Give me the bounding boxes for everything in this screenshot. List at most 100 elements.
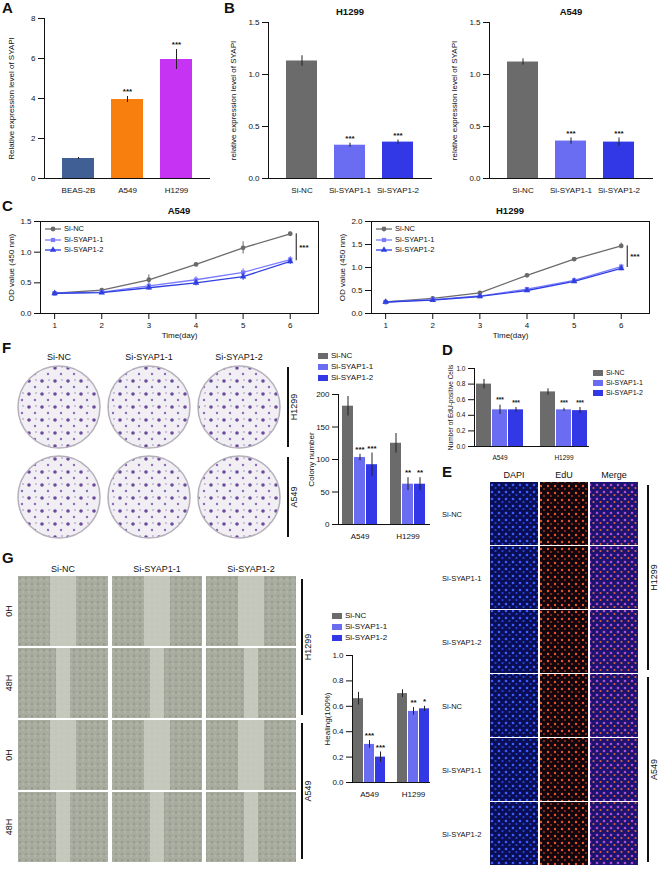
svg-text:5: 5 [241, 321, 246, 330]
svg-text:Si-NC: Si-NC [51, 564, 75, 574]
svg-text:0.2: 0.2 [456, 427, 465, 434]
svg-text:***: *** [393, 131, 403, 140]
svg-text:0.0: 0.0 [248, 174, 260, 183]
svg-text:100: 100 [316, 455, 330, 464]
svg-text:Si-SYAP1-1: Si-SYAP1-1 [442, 766, 481, 775]
svg-text:8: 8 [31, 14, 36, 23]
svg-text:1.0: 1.0 [469, 70, 481, 79]
svg-text:BEAS-2B: BEAS-2B [62, 186, 96, 195]
svg-text:2: 2 [431, 321, 436, 330]
svg-text:2.0: 2.0 [351, 217, 363, 226]
svg-text:Time(day): Time(day) [162, 331, 198, 340]
svg-text:1.0: 1.0 [248, 70, 260, 79]
svg-text:Colony number: Colony number [307, 432, 316, 487]
svg-text:2: 2 [31, 134, 36, 143]
svg-text:1.5: 1.5 [20, 217, 32, 226]
svg-text:3: 3 [147, 321, 152, 330]
svg-text:1.5: 1.5 [351, 240, 363, 249]
svg-text:Si-SYAP1-2: Si-SYAP1-2 [227, 564, 274, 574]
svg-text:0H: 0H [4, 749, 14, 761]
svg-text:Time(day): Time(day) [493, 331, 529, 340]
svg-text:A549: A549 [289, 486, 299, 507]
svg-text:***: *** [512, 399, 520, 406]
svg-text:Si-SYAP1-2: Si-SYAP1-2 [598, 186, 641, 195]
svg-text:***: *** [576, 399, 584, 406]
svg-text:1: 1 [52, 321, 57, 330]
svg-text:200: 200 [316, 390, 330, 399]
svg-text:A549: A549 [649, 759, 659, 780]
svg-text:0.4: 0.4 [332, 727, 344, 736]
svg-text:Si-NC: Si-NC [442, 702, 463, 711]
svg-text:0.0: 0.0 [20, 309, 32, 318]
svg-text:**: ** [405, 468, 412, 477]
svg-text:Relative expression level of S: Relative expression level of SYAPI [7, 37, 16, 160]
svg-text:**: ** [410, 698, 417, 707]
svg-text:3: 3 [478, 321, 483, 330]
svg-text:0.0: 0.0 [332, 778, 344, 787]
svg-text:5: 5 [572, 321, 577, 330]
svg-text:***: *** [123, 87, 133, 96]
svg-text:0.5: 0.5 [469, 122, 481, 131]
svg-text:***: *** [566, 129, 576, 138]
svg-text:4: 4 [194, 321, 199, 330]
svg-text:***: *** [614, 129, 624, 138]
svg-text:OD value (450 nm): OD value (450 nm) [338, 233, 347, 301]
svg-text:6: 6 [619, 321, 624, 330]
svg-text:0.2: 0.2 [332, 753, 344, 762]
svg-text:1.0: 1.0 [456, 365, 465, 372]
svg-text:48H: 48H [4, 819, 14, 836]
svg-text:H1299: H1299 [303, 634, 313, 661]
svg-text:OD value (450 nm): OD value (450 nm) [7, 233, 16, 301]
svg-text:Healing(100%): Healing(100%) [323, 692, 332, 745]
svg-text:***: *** [560, 399, 568, 406]
svg-text:***: *** [355, 445, 365, 454]
svg-text:0H: 0H [4, 605, 14, 617]
svg-text:1.5: 1.5 [469, 18, 481, 27]
svg-text:6: 6 [31, 54, 36, 63]
svg-text:0.0: 0.0 [456, 443, 465, 450]
svg-text:1: 1 [383, 321, 388, 330]
svg-text:A549: A549 [351, 532, 370, 541]
svg-text:Si-NC: Si-NC [47, 352, 71, 362]
svg-text:H1299: H1299 [289, 394, 299, 421]
svg-text:H1299: H1299 [402, 790, 426, 799]
svg-text:Si-SYAP1-2: Si-SYAP1-2 [442, 638, 481, 647]
svg-text:1.0: 1.0 [20, 248, 32, 257]
svg-text:***: *** [367, 444, 377, 453]
svg-text:1.5: 1.5 [248, 18, 260, 27]
svg-text:0.4: 0.4 [456, 411, 465, 418]
svg-text:0.8: 0.8 [456, 380, 465, 387]
svg-text:A549: A549 [492, 454, 508, 461]
svg-text:***: *** [630, 252, 640, 261]
svg-text:1.0: 1.0 [351, 263, 363, 272]
svg-text:*: * [423, 697, 427, 706]
svg-text:0.5: 0.5 [248, 122, 260, 131]
svg-text:6: 6 [288, 321, 293, 330]
svg-text:A549: A549 [303, 780, 313, 801]
svg-text:**: ** [417, 468, 424, 477]
svg-text:Merge: Merge [601, 470, 627, 480]
svg-text:48H: 48H [4, 675, 14, 692]
svg-text:0: 0 [325, 520, 330, 529]
svg-text:A549: A549 [118, 186, 137, 195]
svg-text:Si-SYAP1-2: Si-SYAP1-2 [442, 830, 481, 839]
svg-text:Si-NC: Si-NC [291, 186, 313, 195]
svg-text:0.5: 0.5 [351, 286, 363, 295]
svg-text:Si-SYAP1-2: Si-SYAP1-2 [215, 352, 262, 362]
svg-text:relative expression level of S: relative expression level of SYAPI [450, 41, 459, 160]
svg-text:***: *** [365, 731, 375, 740]
svg-text:0.8: 0.8 [332, 676, 344, 685]
svg-text:Si-SYAP1-1: Si-SYAP1-1 [550, 186, 593, 195]
svg-text:H1299: H1299 [165, 186, 189, 195]
svg-text:relative expression level of S: relative expression level of SYAPI [229, 41, 238, 160]
svg-text:Number of EdU-positive Cells: Number of EdU-positive Cells [447, 364, 455, 450]
svg-text:Si-SYAP1-1: Si-SYAP1-1 [329, 186, 372, 195]
svg-text:0.5: 0.5 [20, 278, 32, 287]
svg-text:DAPI: DAPI [503, 470, 524, 480]
svg-text:2: 2 [100, 321, 105, 330]
svg-text:0.6: 0.6 [456, 396, 465, 403]
svg-text:***: *** [376, 743, 386, 752]
svg-text:H1299: H1299 [649, 564, 659, 591]
svg-text:***: *** [345, 134, 355, 143]
svg-text:***: *** [299, 243, 309, 252]
